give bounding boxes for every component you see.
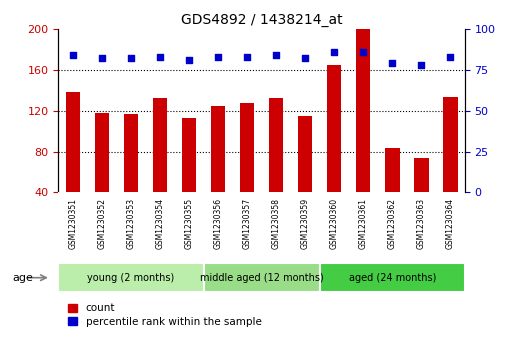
Title: GDS4892 / 1438214_at: GDS4892 / 1438214_at	[181, 13, 342, 26]
Point	[69, 52, 77, 58]
Bar	[240, 102, 255, 192]
Text: middle aged (12 months): middle aged (12 months)	[200, 273, 324, 283]
Text: aged (24 months): aged (24 months)	[348, 273, 436, 283]
Bar	[66, 92, 80, 192]
Point	[417, 62, 425, 68]
Point	[446, 54, 454, 60]
Bar	[298, 116, 312, 192]
Bar	[124, 114, 138, 192]
Point	[388, 60, 396, 66]
Point	[330, 49, 338, 55]
Text: GSM1230357: GSM1230357	[243, 198, 251, 249]
Text: GSM1230351: GSM1230351	[69, 198, 77, 249]
Point	[272, 52, 280, 58]
Bar	[443, 97, 458, 192]
Bar	[414, 158, 429, 192]
Bar	[385, 148, 399, 192]
Point	[301, 56, 309, 61]
Point	[127, 56, 135, 61]
Text: GSM1230353: GSM1230353	[126, 198, 136, 249]
Point	[185, 57, 193, 63]
Bar	[153, 98, 167, 192]
Bar	[211, 106, 226, 192]
Text: GSM1230364: GSM1230364	[446, 198, 455, 249]
Text: GSM1230359: GSM1230359	[301, 198, 310, 249]
Text: GSM1230354: GSM1230354	[155, 198, 165, 249]
Text: GSM1230360: GSM1230360	[330, 198, 339, 249]
Point	[98, 56, 106, 61]
Bar	[204, 263, 320, 293]
Bar	[269, 98, 283, 192]
Text: young (2 months): young (2 months)	[87, 273, 175, 283]
Text: GSM1230358: GSM1230358	[272, 198, 280, 249]
Text: GSM1230361: GSM1230361	[359, 198, 368, 249]
Text: GSM1230363: GSM1230363	[417, 198, 426, 249]
Text: GSM1230355: GSM1230355	[184, 198, 194, 249]
Bar	[58, 263, 204, 293]
Legend: count, percentile rank within the sample: count, percentile rank within the sample	[64, 299, 266, 331]
Bar	[94, 113, 109, 192]
Point	[214, 54, 222, 60]
Text: GSM1230352: GSM1230352	[98, 198, 107, 249]
Text: GSM1230362: GSM1230362	[388, 198, 397, 249]
Text: age: age	[13, 273, 34, 283]
Bar	[356, 29, 370, 192]
Text: GSM1230356: GSM1230356	[213, 198, 223, 249]
Bar	[320, 263, 465, 293]
Bar	[327, 65, 341, 192]
Point	[156, 54, 164, 60]
Point	[359, 49, 367, 55]
Point	[243, 54, 251, 60]
Bar	[182, 118, 196, 192]
